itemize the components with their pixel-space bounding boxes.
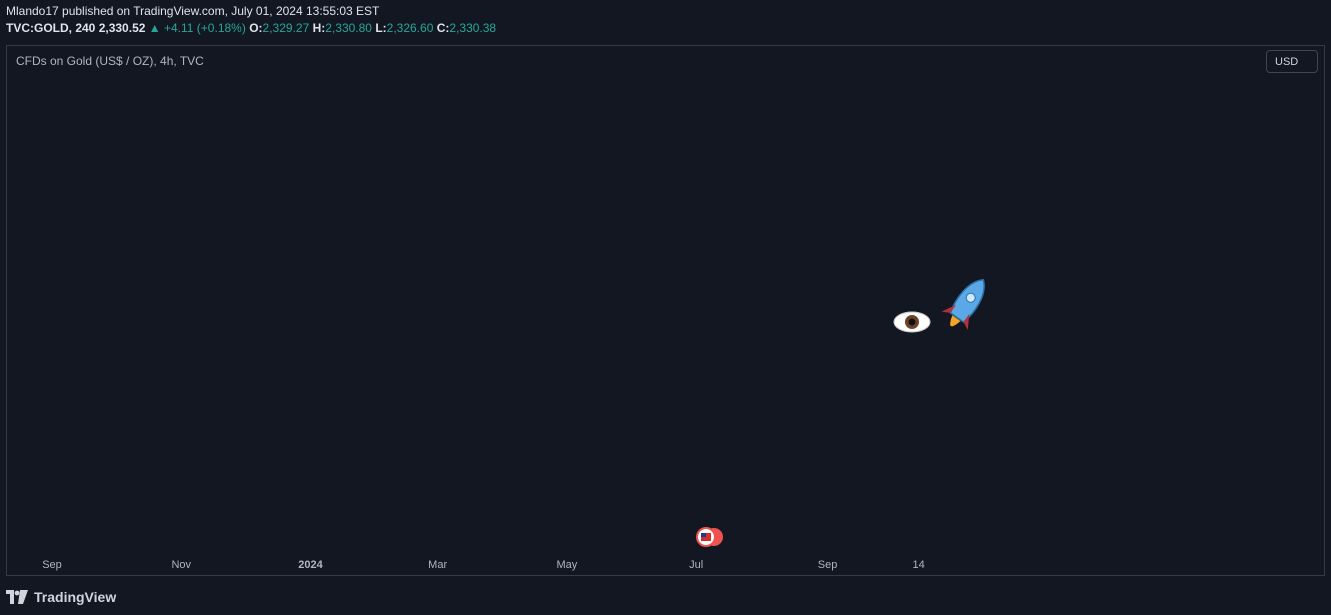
rocket-icon bbox=[941, 278, 985, 330]
symbol-interval[interactable]: TVC:GOLD, 240 bbox=[6, 21, 96, 35]
close-label: C: bbox=[436, 21, 450, 35]
open-value: 2,329.27 bbox=[262, 21, 310, 35]
high-label: H: bbox=[312, 21, 326, 35]
x-tick-label: May bbox=[557, 559, 578, 571]
x-tick-label: Sep bbox=[818, 559, 838, 571]
tradingview-logo[interactable]: TradingView bbox=[6, 586, 116, 608]
x-tick-label: 14 bbox=[913, 559, 925, 571]
open-label: O: bbox=[249, 21, 263, 35]
chart-frame bbox=[6, 45, 1325, 576]
currency-button[interactable]: USD bbox=[1266, 50, 1318, 73]
rocket-flame bbox=[950, 315, 961, 327]
close-value: 2,330.38 bbox=[449, 21, 497, 35]
rocket-fin-right bbox=[963, 313, 970, 330]
price-change: +4.11 (+0.18%) bbox=[164, 21, 246, 35]
x-tick-label: Jul bbox=[689, 559, 703, 571]
event-flag-canton bbox=[701, 533, 706, 537]
last-price: 2,330.52 bbox=[98, 21, 146, 35]
x-tick-label: Sep bbox=[42, 559, 62, 571]
rocket-window bbox=[965, 292, 976, 303]
chart-header: Mlando17 published on TradingView.com, J… bbox=[6, 3, 496, 37]
symbol-description: CFDs on Gold (US$ / OZ), 4h, TVC bbox=[16, 54, 204, 68]
tradingview-brand: TradingView bbox=[34, 589, 117, 605]
x-tick-label: Nov bbox=[171, 559, 191, 571]
rocket-fin-left bbox=[941, 304, 957, 313]
x-tick-label: Mar bbox=[428, 559, 447, 571]
low-value: 2,326.60 bbox=[386, 21, 434, 35]
event-flag-icon bbox=[696, 527, 723, 547]
eye-icon bbox=[893, 311, 931, 333]
publisher-info: Mlando17 published on TradingView.com, J… bbox=[6, 4, 380, 18]
x-tick-label: 2024 bbox=[298, 559, 323, 571]
tradingview-logo-icon bbox=[6, 590, 28, 604]
low-label: L: bbox=[375, 21, 387, 35]
eye-pupil bbox=[908, 318, 916, 326]
high-value: 2,330.80 bbox=[325, 21, 372, 35]
change-arrow-icon: ▲ bbox=[148, 21, 161, 35]
